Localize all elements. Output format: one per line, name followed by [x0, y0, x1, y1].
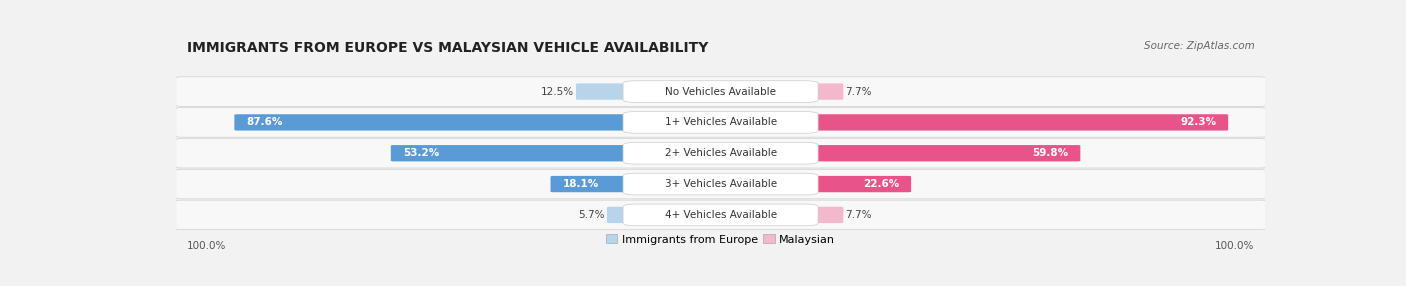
Text: No Vehicles Available: No Vehicles Available [665, 87, 776, 97]
Text: 1+ Vehicles Available: 1+ Vehicles Available [665, 118, 776, 127]
Text: IMMIGRANTS FROM EUROPE VS MALAYSIAN VEHICLE AVAILABILITY: IMMIGRANTS FROM EUROPE VS MALAYSIAN VEHI… [187, 41, 709, 55]
FancyBboxPatch shape [801, 114, 1229, 131]
Text: 5.7%: 5.7% [578, 210, 605, 220]
FancyBboxPatch shape [176, 108, 1265, 137]
FancyBboxPatch shape [623, 142, 818, 164]
Text: 3+ Vehicles Available: 3+ Vehicles Available [665, 179, 776, 189]
Text: 12.5%: 12.5% [541, 87, 574, 97]
Text: 4+ Vehicles Available: 4+ Vehicles Available [665, 210, 776, 220]
FancyBboxPatch shape [801, 84, 844, 100]
FancyBboxPatch shape [576, 84, 640, 100]
Text: Source: ZipAtlas.com: Source: ZipAtlas.com [1143, 41, 1254, 51]
FancyBboxPatch shape [623, 112, 818, 133]
Text: 53.2%: 53.2% [404, 148, 439, 158]
Text: 7.7%: 7.7% [845, 210, 872, 220]
FancyBboxPatch shape [176, 169, 1265, 199]
Text: 100.0%: 100.0% [187, 241, 226, 251]
Text: 100.0%: 100.0% [1215, 241, 1254, 251]
FancyBboxPatch shape [176, 200, 1265, 230]
FancyBboxPatch shape [801, 145, 1080, 161]
Text: 7.7%: 7.7% [845, 87, 872, 97]
FancyBboxPatch shape [623, 204, 818, 226]
FancyBboxPatch shape [176, 77, 1265, 106]
FancyBboxPatch shape [176, 138, 1265, 168]
Text: 22.6%: 22.6% [863, 179, 898, 189]
Text: 87.6%: 87.6% [246, 118, 283, 127]
FancyBboxPatch shape [801, 176, 911, 192]
Text: 92.3%: 92.3% [1180, 118, 1216, 127]
Text: 59.8%: 59.8% [1032, 148, 1069, 158]
FancyBboxPatch shape [801, 207, 844, 223]
FancyBboxPatch shape [623, 81, 818, 102]
FancyBboxPatch shape [391, 145, 640, 161]
FancyBboxPatch shape [551, 176, 640, 192]
Legend: Immigrants from Europe, Malaysian: Immigrants from Europe, Malaysian [602, 230, 839, 249]
Text: 18.1%: 18.1% [562, 179, 599, 189]
FancyBboxPatch shape [623, 173, 818, 195]
Text: 2+ Vehicles Available: 2+ Vehicles Available [665, 148, 776, 158]
FancyBboxPatch shape [607, 207, 640, 223]
FancyBboxPatch shape [235, 114, 640, 131]
